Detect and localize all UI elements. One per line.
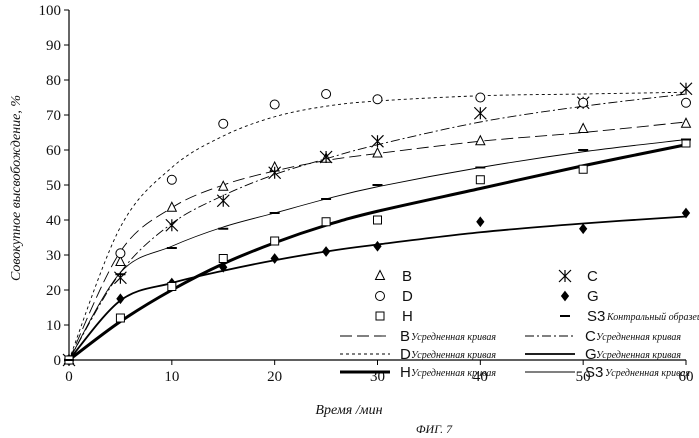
- y-tick-label: 30: [46, 248, 61, 264]
- y-tick-label: 70: [46, 108, 61, 124]
- point-h: [373, 215, 382, 225]
- point-h: [578, 164, 588, 174]
- legend-note-c: Усредненная кривая: [596, 332, 681, 343]
- point-h: [218, 254, 228, 263]
- data-markers: [62, 82, 693, 367]
- point-b: [166, 201, 178, 212]
- point-g: [579, 223, 588, 235]
- x-tick-label: 50: [576, 369, 591, 385]
- point-g: [681, 207, 691, 219]
- y-tick-label: 80: [46, 73, 61, 89]
- point-b: [577, 122, 589, 133]
- legend-label-s3: S3: [587, 308, 605, 325]
- point-b: [475, 134, 486, 146]
- point-g: [321, 246, 331, 257]
- x-tick-label: 10: [164, 369, 179, 385]
- legend-label-d: D: [400, 346, 411, 363]
- legend-marker-g: [560, 290, 570, 302]
- x-tick-label: 0: [65, 369, 73, 385]
- point-b: [680, 117, 692, 128]
- y-axis-label: Совокупное высвобождение, %: [9, 95, 24, 281]
- y-tick-label: 0: [54, 353, 62, 369]
- point-c: [679, 82, 693, 96]
- point-g: [116, 293, 125, 305]
- curve-s3-average: [68, 139, 687, 361]
- legend-label-h: H: [400, 364, 411, 381]
- series-d: [64, 89, 691, 365]
- x-axis-label: Время /мин: [315, 403, 382, 418]
- point-d: [475, 92, 486, 103]
- point-b: [372, 146, 383, 158]
- legend-marker-h: [375, 311, 385, 321]
- legend-label-s3: S3: [585, 364, 603, 381]
- series-g: [64, 207, 691, 366]
- point-h: [270, 236, 280, 246]
- y-tick-label: 20: [46, 283, 61, 299]
- legend-note-d: Усредненная кривая: [411, 350, 496, 361]
- point-c: [371, 134, 384, 148]
- x-tick-label: 40: [473, 369, 488, 385]
- point-c: [268, 166, 282, 180]
- point-h: [475, 175, 485, 185]
- curve-c-average: [68, 93, 687, 361]
- point-g: [476, 216, 485, 228]
- legend-label-d: D: [402, 288, 413, 305]
- legend-label-g: G: [587, 288, 599, 305]
- point-h: [321, 217, 331, 227]
- legend-note-b: Усредненная кривая: [411, 332, 496, 343]
- point-c: [165, 218, 179, 232]
- point-b: [217, 180, 229, 191]
- legend-label-c: C: [587, 268, 598, 285]
- point-d: [166, 174, 177, 185]
- y-tick-label: 100: [39, 3, 62, 19]
- point-c: [473, 106, 487, 120]
- x-tick-label: 60: [679, 369, 694, 385]
- legend-label-b: B: [402, 268, 412, 285]
- point-d: [115, 248, 126, 259]
- y-tick-label: 40: [46, 213, 61, 229]
- legend-note-s3: Усредненная кривая: [605, 368, 690, 379]
- point-c: [319, 150, 333, 164]
- point-d: [578, 97, 589, 108]
- y-tick-label: 90: [46, 38, 61, 54]
- point-d: [321, 89, 332, 99]
- series-b: [63, 117, 692, 364]
- y-tick-label: 60: [46, 143, 61, 159]
- point-d: [218, 118, 229, 129]
- y-tick-label: 50: [46, 178, 61, 194]
- series-s3: [64, 138, 691, 361]
- legend-note-g: Усредненная кривая: [596, 350, 681, 361]
- curve-b-average: [68, 121, 687, 361]
- legend-label-c: C: [585, 328, 596, 345]
- legend-marker-d: [375, 291, 385, 301]
- point-g: [219, 261, 228, 273]
- point-h: [167, 282, 177, 291]
- legend-marker-b: [374, 269, 386, 280]
- y-tick-label: 10: [46, 318, 61, 334]
- legend-note-s3: Контральный образец: [606, 312, 699, 323]
- figure-label: ФИГ. 7: [416, 422, 453, 436]
- legend-marker-c: [558, 269, 572, 283]
- legend-label-b: B: [400, 328, 410, 345]
- point-h: [115, 313, 125, 323]
- legend-note-h: Усредненная кривая: [411, 368, 496, 379]
- point-d: [269, 99, 280, 110]
- point-d: [681, 97, 691, 108]
- legend-label-h: H: [402, 308, 413, 325]
- point-b: [115, 255, 126, 266]
- point-d: [372, 94, 383, 105]
- point-g: [270, 253, 279, 264]
- legend-label-g: G: [585, 346, 597, 363]
- x-tick-label: 20: [267, 369, 282, 385]
- point-g: [373, 240, 382, 252]
- point-c: [216, 194, 230, 208]
